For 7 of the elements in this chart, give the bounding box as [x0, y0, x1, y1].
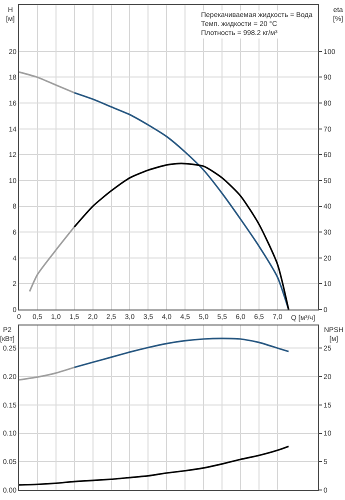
- line-series: [28, 226, 76, 292]
- line-series: [18, 446, 290, 486]
- line-series: [74, 338, 290, 368]
- line-series: [74, 162, 290, 310]
- line-series: [74, 92, 290, 310]
- line-series: [18, 71, 76, 94]
- line-series: [18, 366, 76, 381]
